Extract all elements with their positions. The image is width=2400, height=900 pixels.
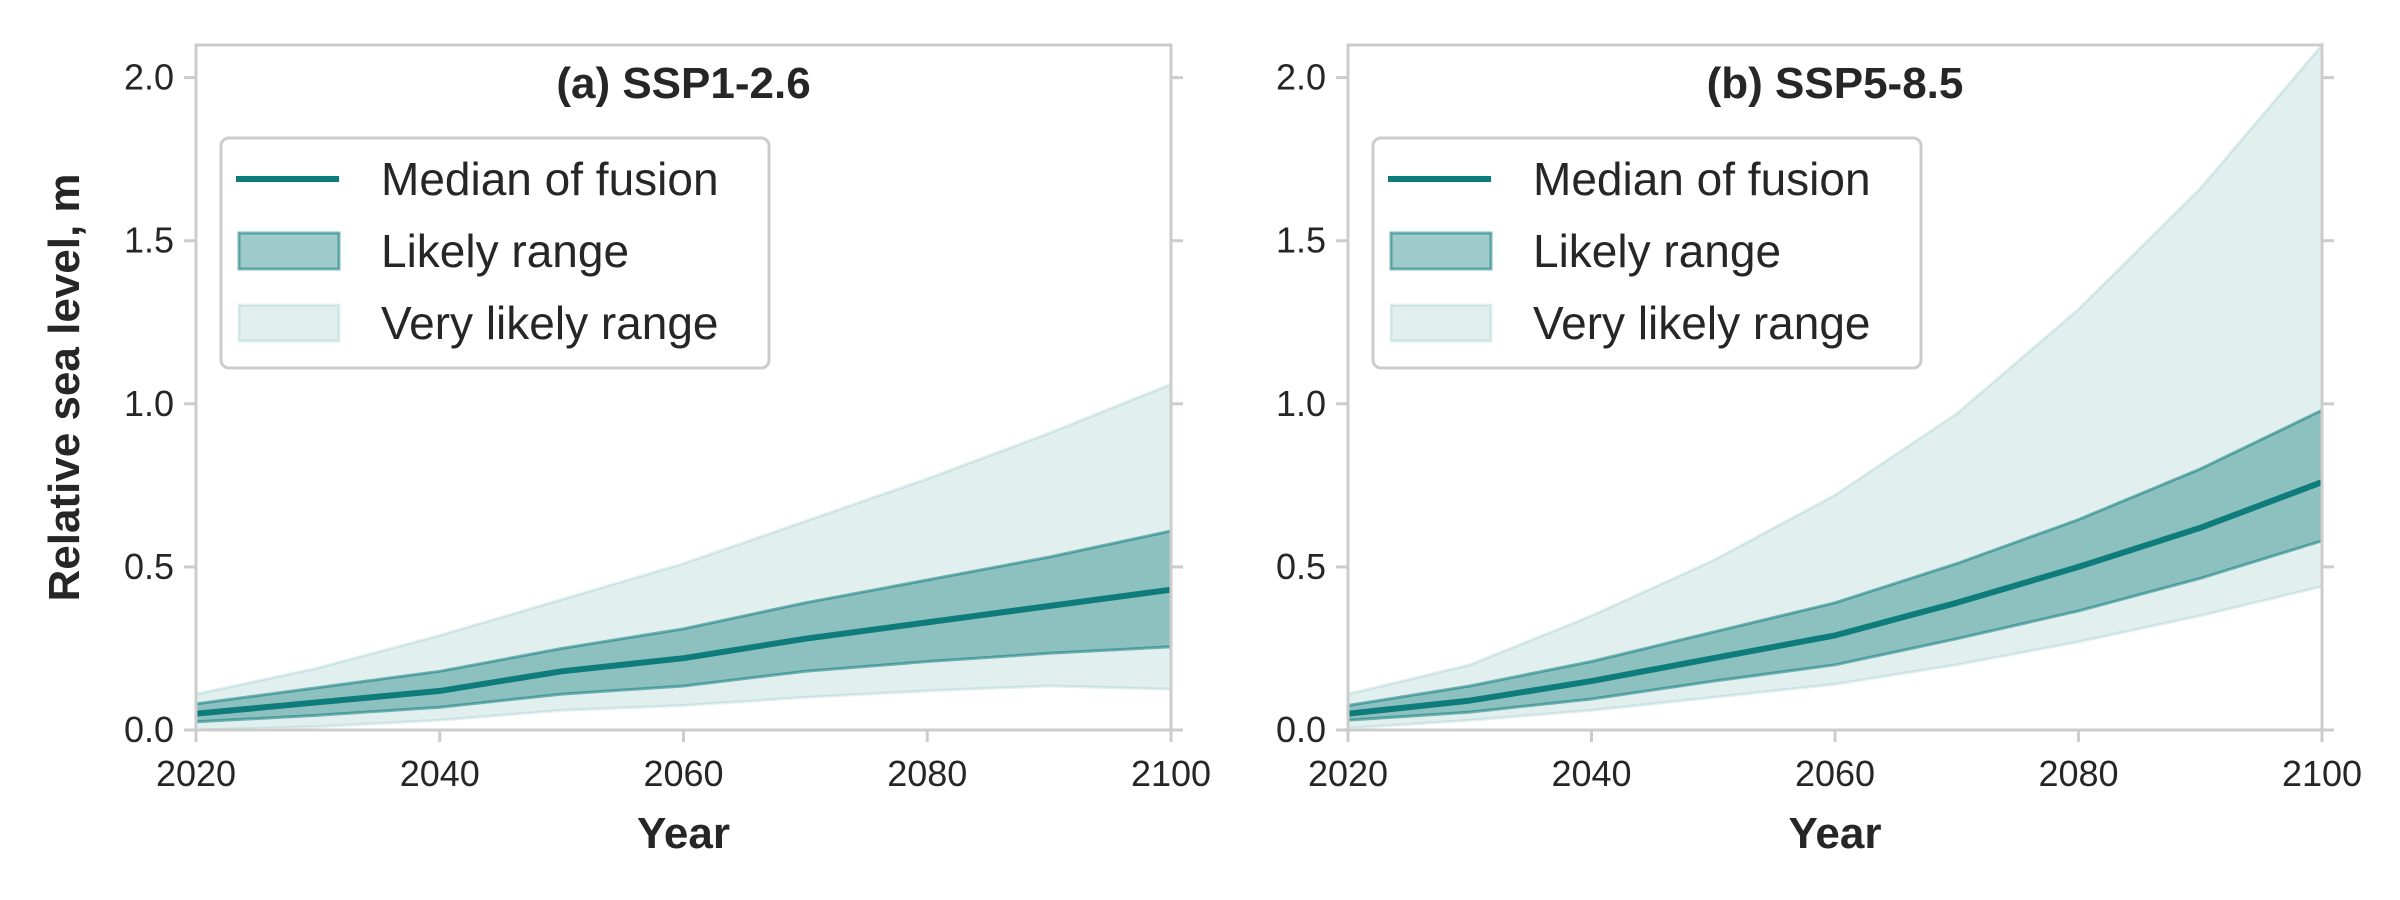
legend-label: Median of fusion [381,153,719,205]
legend-swatch-likely [1389,231,1493,271]
x-tick-label: 2100 [2282,753,2362,794]
x-tick-label: 2040 [1551,753,1631,794]
legend-label: Median of fusion [1533,153,1871,205]
y-tick-label: 2.0 [1276,57,1326,98]
y-tick-label: 1.5 [1276,220,1326,261]
legend-swatch-very-likely [237,303,341,343]
panel-title: (a) SSP1-2.6 [556,59,810,108]
panel-title: (b) SSP5-8.5 [1707,59,1964,108]
y-tick-label: 0.0 [124,709,174,750]
x-tick-label: 2020 [1308,753,1388,794]
legend-label: Very likely range [1533,297,1871,349]
legend-label: Likely range [381,225,629,277]
y-tick-label: 0.5 [1276,546,1326,587]
legend-box [1371,136,1923,370]
x-tick-label: 2060 [643,753,723,794]
legend-label: Very likely range [381,297,719,349]
legend-box [219,136,771,370]
chart-panel-1: 0.0 0.5 1.0 1.5 2.0 2020 2040 2060 2080 2100 Year R… [40,43,1211,858]
y-axis-label: Relative sea level, m [40,173,89,601]
x-tick-label: 2060 [1795,753,1875,794]
median-line [1347,479,2324,717]
legend: Median of fusion Likely range Very likely … [1371,136,1923,370]
x-tick-label: 2040 [400,753,480,794]
chart-panel-2: 0.0 0.5 1.0 1.5 2.0 2020 2040 2060 2080 2100 Year (… [1276,40,2362,858]
legend: Median of fusion Likely range Very likely … [219,136,771,370]
x-tick-label: 2080 [887,753,967,794]
y-tick-label: 0.0 [1276,709,1326,750]
x-axis-label: Year [1789,809,1882,858]
legend-swatch-likely [237,231,341,271]
y-tick-label: 1.5 [124,220,174,261]
x-tick-label: 2020 [156,753,236,794]
y-tick-label: 0.5 [124,546,174,587]
y-tick-label: 1.0 [1276,383,1326,424]
legend-label: Likely range [1533,225,1781,277]
legend-swatch-very-likely [1389,303,1493,343]
x-axis-label: Year [637,809,730,858]
y-tick-label: 2.0 [124,57,174,98]
y-tick-label: 1.0 [124,383,174,424]
x-tick-label: 2080 [2038,753,2118,794]
median-line [195,586,1172,717]
x-tick-label: 2100 [1131,753,1211,794]
